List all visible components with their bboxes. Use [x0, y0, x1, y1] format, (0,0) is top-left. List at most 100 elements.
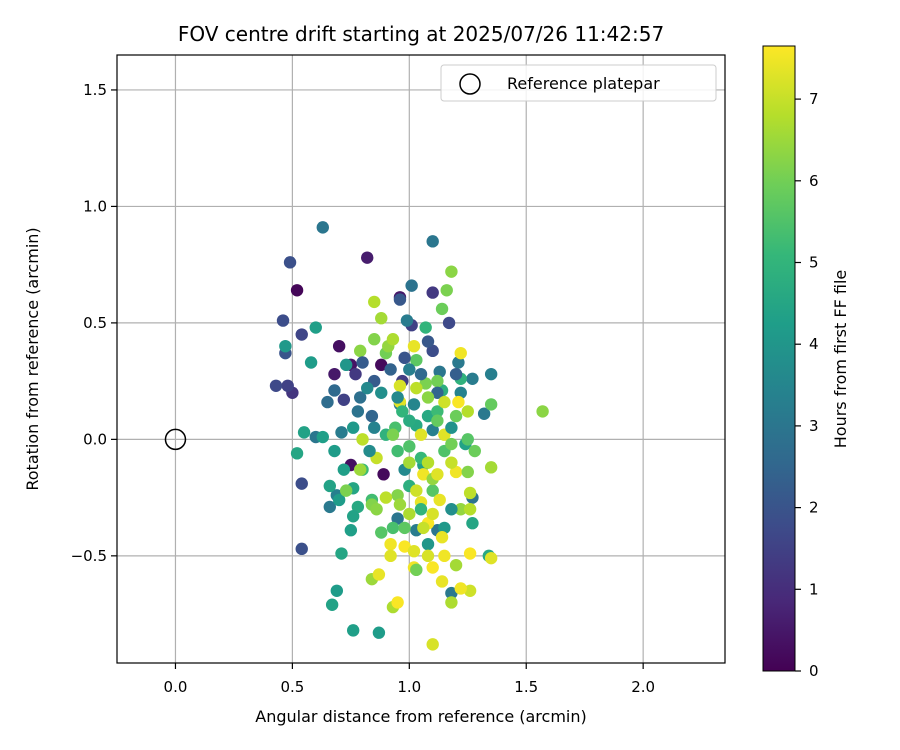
data-point: [410, 563, 423, 577]
data-point: [396, 405, 409, 418]
data-point: [354, 344, 367, 358]
data-point: [393, 379, 407, 392]
data-point: [426, 484, 439, 497]
data-point: [365, 409, 379, 423]
data-point: [426, 423, 439, 437]
data-point: [356, 433, 369, 446]
data-point: [442, 316, 456, 330]
data-point: [431, 405, 444, 418]
data-point: [391, 489, 404, 502]
data-point: [440, 284, 453, 297]
colorbar-gradient: [762, 45, 796, 672]
data-point: [414, 367, 428, 381]
x-tick-label: 2.0: [631, 678, 655, 696]
data-point: [484, 461, 498, 474]
data-point: [426, 286, 439, 299]
data-point: [463, 547, 477, 560]
data-point: [346, 510, 360, 523]
data-point: [295, 542, 308, 556]
data-point: [449, 367, 463, 381]
data-point: [297, 426, 311, 439]
data-point: [454, 503, 467, 516]
y-axis-ticks: −0.5 0.0 0.5 1.0 1.5: [71, 81, 117, 565]
data-point: [438, 549, 451, 563]
data-point: [461, 433, 474, 446]
data-point: [330, 584, 344, 597]
data-point: [346, 421, 360, 434]
legend: Reference platepar: [440, 64, 717, 102]
data-point: [349, 367, 362, 381]
data-point: [372, 568, 386, 581]
colorbar: 0 1 2 3 4 5 6 7 Hours from first FF file: [762, 45, 850, 680]
data-point: [372, 626, 386, 639]
data-point: [375, 312, 388, 325]
y-axis-title: Rotation from reference (arcmin): [23, 227, 42, 490]
y-tick-label: 1.5: [83, 81, 107, 99]
chart-title: FOV centre drift starting at 2025/07/26 …: [178, 22, 664, 46]
data-point: [466, 517, 479, 530]
data-point: [438, 395, 451, 409]
colorbar-tick-label: 5: [809, 254, 819, 272]
data-point: [449, 465, 463, 479]
x-axis-ticks: 0.0 0.5 1.0 1.5 2.0: [164, 663, 655, 696]
data-point: [421, 335, 435, 348]
data-point: [363, 444, 376, 458]
data-point: [368, 332, 381, 346]
data-point: [386, 332, 400, 346]
data-point: [337, 393, 351, 406]
data-point: [391, 391, 404, 404]
data-point: [332, 339, 346, 353]
data-point: [370, 503, 383, 516]
data-point: [316, 221, 329, 234]
data-point: [407, 544, 421, 558]
data-point: [281, 379, 294, 392]
data-point: [414, 503, 428, 516]
data-point: [477, 407, 491, 420]
x-tick-label: 1.5: [514, 678, 538, 696]
data-point: [290, 284, 304, 297]
data-point: [295, 477, 308, 490]
data-point: [398, 540, 411, 553]
data-point: [384, 537, 397, 551]
data-point: [410, 353, 423, 367]
legend-marker-open-circle: [459, 73, 481, 95]
data-point: [403, 414, 416, 427]
data-point: [403, 363, 416, 376]
data-point: [484, 551, 498, 565]
data-point: [445, 437, 458, 451]
data-point: [375, 386, 388, 399]
data-point: [426, 561, 439, 574]
data-point: [445, 456, 458, 469]
data-point: [295, 328, 308, 341]
data-point: [283, 256, 297, 269]
reference-point-group: [164, 428, 187, 451]
data-point: [468, 444, 481, 458]
colorbar-tick-label: 1: [809, 580, 819, 598]
data-point: [384, 363, 397, 376]
data-point: [445, 265, 458, 278]
colorbar-tick-label: 4: [809, 335, 819, 353]
data-point: [536, 405, 549, 418]
data-point: [398, 351, 411, 365]
colorbar-tick-label: 3: [809, 417, 819, 435]
data-point: [332, 493, 346, 507]
data-points: [269, 221, 549, 651]
data-point: [466, 372, 479, 386]
data-point: [304, 356, 318, 369]
x-tick-label: 1.0: [397, 678, 421, 696]
data-point: [391, 444, 404, 458]
data-point: [269, 379, 283, 392]
data-point: [384, 549, 397, 563]
data-point: [454, 582, 467, 595]
data-point: [426, 507, 439, 521]
data-point: [328, 384, 341, 397]
x-axis-title: Angular distance from reference (arcmin): [255, 707, 586, 726]
y-tick-label: 0.0: [83, 430, 107, 448]
data-point: [407, 339, 421, 353]
data-point: [454, 386, 467, 399]
data-point: [361, 251, 374, 264]
colorbar-tick-label: 2: [809, 499, 819, 517]
data-point: [375, 526, 388, 539]
data-point: [321, 395, 334, 409]
data-point: [356, 356, 369, 369]
